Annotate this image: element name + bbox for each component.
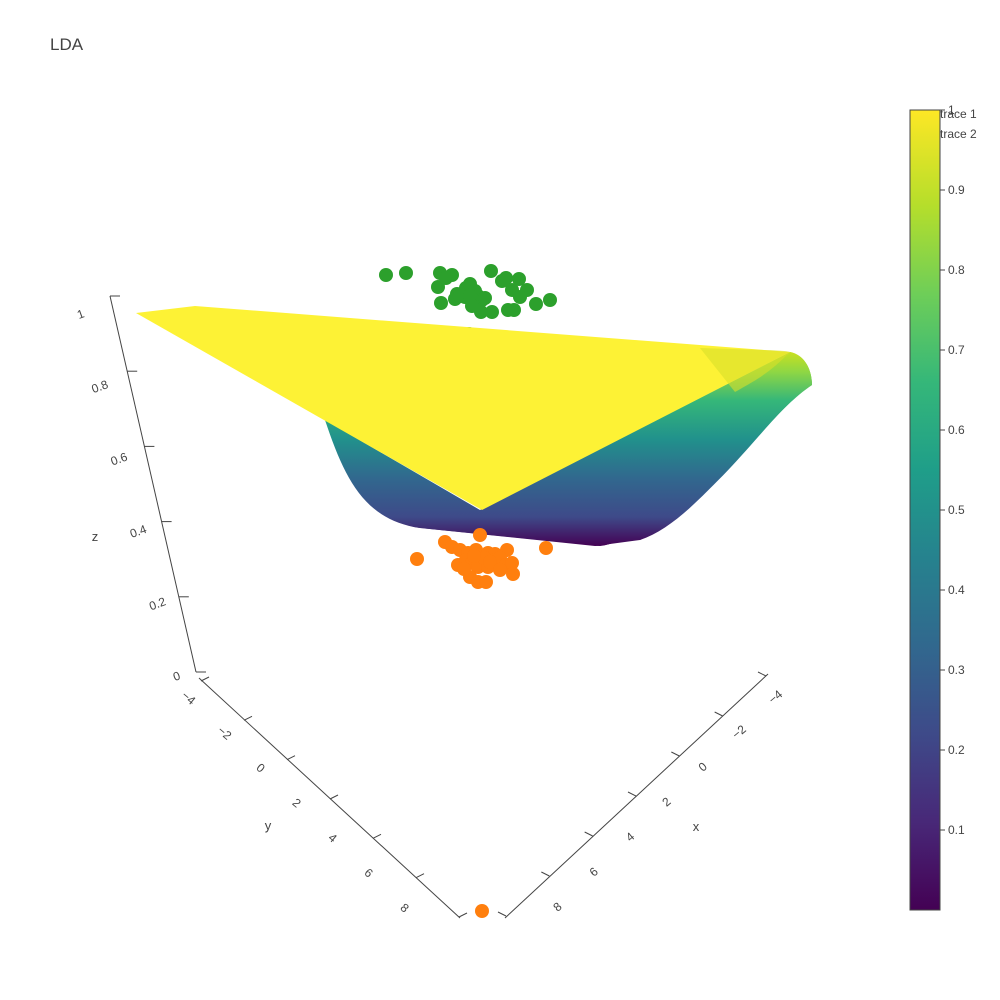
- x-tick-label: 8: [550, 899, 564, 914]
- y-tick-mark: [329, 794, 339, 800]
- x-tick-label: 6: [587, 864, 601, 879]
- y-tick-label: −2: [215, 723, 235, 743]
- trace-2-point[interactable]: [479, 575, 493, 589]
- colorbar-ticks: 0.1 0.2 0.3 0.4 0.5 0.6 0.7 0.8 0.9 1: [940, 103, 965, 837]
- trace-2-point[interactable]: [457, 562, 471, 576]
- trace-1-point[interactable]: [543, 293, 557, 307]
- trace-2-point[interactable]: [483, 555, 497, 569]
- x-tick-mark: [757, 671, 767, 677]
- trace-1-point[interactable]: [495, 274, 509, 288]
- y-tick-mark: [415, 873, 425, 879]
- trace-1-point[interactable]: [465, 299, 479, 313]
- trace-2-point[interactable]: [410, 552, 424, 566]
- z-tick-label: 0.6: [109, 450, 130, 469]
- y-tick-mark: [200, 676, 210, 682]
- trace-2-point[interactable]: [493, 563, 507, 577]
- x-axis-ticks: −4 −2 0 2 4 6 8: [550, 687, 785, 914]
- colorbar-tick-label: 0.7: [948, 343, 965, 357]
- trace-1-point[interactable]: [399, 266, 413, 280]
- colorbar-tick-label: 0.8: [948, 263, 965, 277]
- x-tick-label: 4: [623, 829, 637, 844]
- trace-1-point[interactable]: [379, 268, 393, 282]
- surface-edge: [595, 352, 812, 546]
- y-tick-mark: [243, 715, 253, 721]
- colorbar-tick-label: 0.4: [948, 583, 965, 597]
- trace-2-point[interactable]: [473, 528, 487, 542]
- y-axis-ticks: −4 −2 0 2 4 6 8: [179, 688, 412, 915]
- colorbar-tick-label: 0.3: [948, 663, 965, 677]
- x-tick-mark: [627, 791, 637, 797]
- colorbar: 0.1 0.2 0.3 0.4 0.5 0.6 0.7 0.8 0.9 1: [909, 103, 965, 911]
- trace-2-point[interactable]: [505, 556, 519, 570]
- trace-1-point[interactable]: [507, 303, 521, 317]
- trace-2-point[interactable]: [539, 541, 553, 555]
- axes-lines: [109, 295, 769, 919]
- legend[interactable]: trace 1 trace 2: [940, 107, 977, 141]
- trace-1-point[interactable]: [453, 289, 467, 303]
- colorbar-tick-label: 0.9: [948, 183, 965, 197]
- y-tick-label: −4: [179, 688, 199, 708]
- z-axis-label: z: [92, 529, 99, 544]
- chart-title: LDA: [50, 35, 84, 54]
- lda-surface[interactable]: [136, 306, 812, 546]
- trace-1-point[interactable]: [485, 305, 499, 319]
- x-tick-mark: [671, 751, 680, 757]
- trace-1-point[interactable]: [513, 290, 527, 304]
- surface-top: [136, 306, 790, 510]
- x-tick-mark: [584, 831, 593, 837]
- y-tick-mark: [372, 833, 382, 839]
- x-tick-mark: [714, 711, 723, 717]
- x-tick-label: −2: [729, 722, 749, 742]
- y-tick-mark: [286, 755, 296, 761]
- colorbar-tick-label: 0.1: [948, 823, 965, 837]
- x-axis-line: [504, 673, 769, 919]
- x-axis-label: x: [693, 819, 700, 834]
- trace-1-point[interactable]: [431, 280, 445, 294]
- surface-top-shade: [700, 348, 790, 392]
- z-axis-line: [109, 295, 197, 673]
- legend-entry-trace-2[interactable]: trace 2: [940, 127, 977, 141]
- legend-entry-trace-1[interactable]: trace 1: [940, 107, 977, 121]
- x-tick-label: 2: [659, 794, 673, 809]
- x-tick-mark: [541, 871, 550, 877]
- colorbar-gradient: [909, 109, 941, 911]
- y-tick-mark: [458, 912, 468, 918]
- trace-2-point[interactable]: [506, 567, 520, 581]
- tick-marks: [110, 295, 767, 918]
- z-axis-ticks: 0 0.2 0.4 0.6 0.8 1: [75, 306, 182, 684]
- x-tick-label: −4: [766, 687, 786, 707]
- trace-1-point[interactable]: [512, 272, 526, 286]
- y-tick-label: 0: [254, 760, 268, 775]
- y-tick-label: 8: [398, 900, 412, 915]
- trace-1-point[interactable]: [529, 297, 543, 311]
- colorbar-tick-label: 0.2: [948, 743, 965, 757]
- series-trace-2[interactable]: [410, 528, 553, 918]
- y-axis-label: y: [265, 818, 272, 833]
- trace-1-point[interactable]: [434, 296, 448, 310]
- z-tick-label: 0.2: [147, 594, 168, 613]
- y-tick-label: 2: [290, 795, 304, 810]
- trace-1-point[interactable]: [478, 291, 492, 305]
- series-trace-1[interactable]: [379, 264, 557, 341]
- colorbar-tick-label: 1: [948, 103, 955, 117]
- trace-2-point[interactable]: [475, 904, 489, 918]
- trace-1-point[interactable]: [484, 264, 498, 278]
- y-tick-label: 4: [326, 830, 340, 845]
- x-tick-label: 0: [696, 759, 710, 774]
- z-tick-label: 0.4: [128, 522, 149, 541]
- trace-2-point[interactable]: [467, 549, 481, 563]
- colorbar-tick-label: 0.6: [948, 423, 965, 437]
- y-tick-label: 6: [362, 865, 376, 880]
- y-axis-line: [198, 677, 461, 919]
- z-tick-label: 1: [75, 306, 86, 322]
- z-tick-label: 0.8: [90, 377, 111, 396]
- z-tick-label: 0: [171, 668, 182, 684]
- x-tick-mark: [497, 911, 507, 917]
- trace-1-point[interactable]: [439, 271, 453, 285]
- colorbar-tick-label: 0.5: [948, 503, 965, 517]
